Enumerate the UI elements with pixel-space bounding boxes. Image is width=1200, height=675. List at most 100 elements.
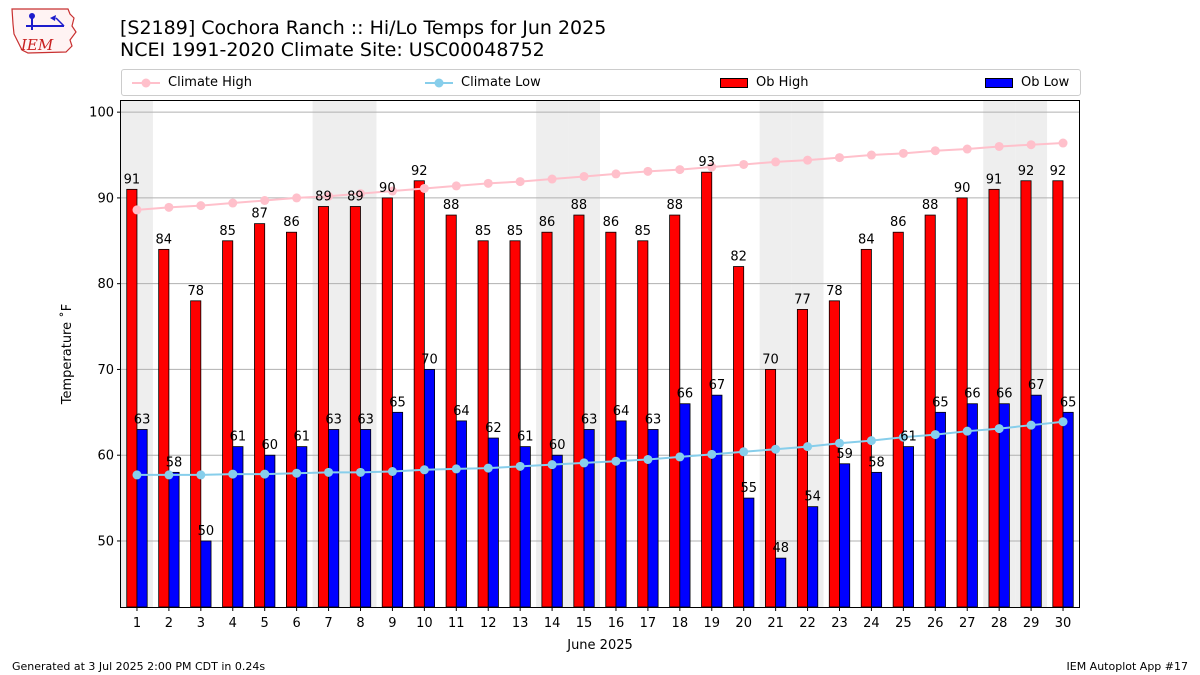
x-tick-label: 12 (480, 616, 497, 631)
ob-low-bar (328, 429, 340, 608)
ob-low-bar (487, 437, 499, 608)
climate-low-point (132, 470, 142, 480)
climate-high-point (164, 202, 174, 212)
x-tick-label: 10 (416, 616, 433, 631)
ob-low-value-label: 58 (166, 455, 183, 470)
legend-label: Ob Low (1021, 75, 1070, 90)
ob-low-bar (519, 446, 531, 608)
climate-high-point (771, 157, 781, 167)
climate-low-point (866, 436, 876, 446)
climate-low-point (547, 460, 557, 470)
climate-low-point (1026, 420, 1036, 430)
ob-low-value-label: 60 (262, 438, 279, 453)
ob-high-value-label: 88 (443, 198, 460, 213)
ob-high-bar (158, 248, 170, 608)
climate-high-point (419, 183, 429, 193)
x-tick-label: 6 (292, 616, 300, 631)
climate-low-point (898, 432, 908, 442)
x-tick-label: 17 (640, 616, 657, 631)
climate-low-line-swatch (425, 78, 453, 87)
climate-high-point (835, 153, 844, 163)
climate-high-point (866, 150, 876, 160)
ob-low-bar (455, 420, 467, 608)
climate-high-point (1026, 140, 1036, 150)
ob-high-bar (317, 206, 329, 608)
ob-low-value-label: 54 (804, 490, 821, 505)
x-tick-label: 24 (863, 616, 880, 631)
ob-low-value-label: 62 (485, 421, 502, 436)
ob-high-bar (254, 223, 266, 608)
ob-low-value-label: 50 (198, 524, 215, 539)
ob-low-value-label: 60 (549, 438, 566, 453)
climate-high-point (803, 155, 813, 165)
climate-low-point (994, 424, 1004, 434)
ob-high-value-label: 78 (187, 284, 204, 299)
x-tick-label: 30 (1055, 616, 1072, 631)
x-axis-ticks: 1 2 3 4 5 6 7 8 9 10 11 12 13 14 15 16 17 18 19 20 21 22 23 24 2… (133, 607, 1071, 631)
climate-low-point (675, 452, 685, 462)
x-tick-label: 3 (197, 616, 205, 631)
climate-low-point (356, 467, 365, 477)
ob-high-value-label: 92 (1018, 164, 1035, 179)
ob-high-bar (286, 231, 298, 608)
ob-low-value-label: 64 (613, 404, 630, 419)
ob-low-bar (551, 454, 563, 608)
climate-low-point (579, 458, 589, 468)
ob-high-bar (222, 240, 234, 608)
ob-high-value-label: 70 (762, 352, 779, 367)
ob-high-value-label: 85 (475, 224, 492, 239)
climate-high-point (292, 193, 302, 203)
ob-low-value-label: 65 (1060, 395, 1077, 410)
ob-low-bar (743, 497, 755, 608)
ob-low-bar (423, 369, 435, 608)
ob-low-value-label: 65 (932, 395, 949, 410)
climate-low-point (387, 466, 397, 476)
climate-high-point (930, 146, 940, 156)
x-tick-label: 5 (261, 616, 269, 631)
ob-low-value-label: 48 (772, 541, 789, 556)
climate-high-point (739, 159, 749, 169)
ob-high-bar (541, 231, 553, 608)
climate-high-point (324, 191, 334, 201)
ob-high-bar (924, 214, 936, 608)
chart-subtitle: NCEI 1991-2020 Climate Site: USC00048752 (120, 39, 545, 61)
climate-low-line (136, 420, 1064, 476)
climate-high-point (387, 186, 397, 196)
ob-high-value-label: 82 (730, 250, 747, 265)
ob-low-bar (807, 506, 819, 608)
climate-low-point (739, 447, 749, 457)
x-tick-label: 4 (229, 616, 237, 631)
ob-high-bar (860, 248, 872, 608)
climate-high-point (994, 141, 1004, 151)
climate-high-point (611, 169, 621, 179)
ob-high-value-label: 92 (411, 164, 428, 179)
climate-high-point (675, 165, 685, 175)
x-tick-label: 15 (576, 616, 593, 631)
ob-low-value-label: 64 (453, 404, 470, 419)
x-tick-label: 23 (831, 616, 848, 631)
x-tick-label: 16 (608, 616, 625, 631)
legend-label: Climate Low (461, 75, 541, 90)
climate-high-line-swatch (132, 78, 160, 87)
ob-low-bar (200, 540, 212, 608)
x-tick-label: 13 (512, 616, 529, 631)
climate-high-point (1058, 138, 1068, 148)
ob-low-value-label: 66 (677, 387, 694, 402)
ob-high-value-label: 91 (124, 172, 141, 187)
ob-high-bar (573, 214, 585, 608)
ob-low-bar (168, 471, 180, 608)
ob-high-bar (190, 300, 202, 608)
ob-low-value-label: 63 (134, 412, 151, 427)
ob-low-bar-swatch (985, 77, 1013, 88)
ob-low-value-label: 66 (964, 387, 981, 402)
ob-low-bar (615, 420, 627, 608)
x-tick-label: 27 (959, 616, 976, 631)
climate-high-point (962, 144, 972, 154)
ob-low-value-label: 61 (517, 430, 534, 445)
ob-low-value-label: 59 (836, 447, 853, 462)
ob-high-value-label: 85 (635, 224, 652, 239)
ob-low-value-label: 63 (357, 412, 374, 427)
legend-item-climate-high: Climate High (132, 70, 252, 95)
iem-logo: IEM (8, 6, 80, 58)
